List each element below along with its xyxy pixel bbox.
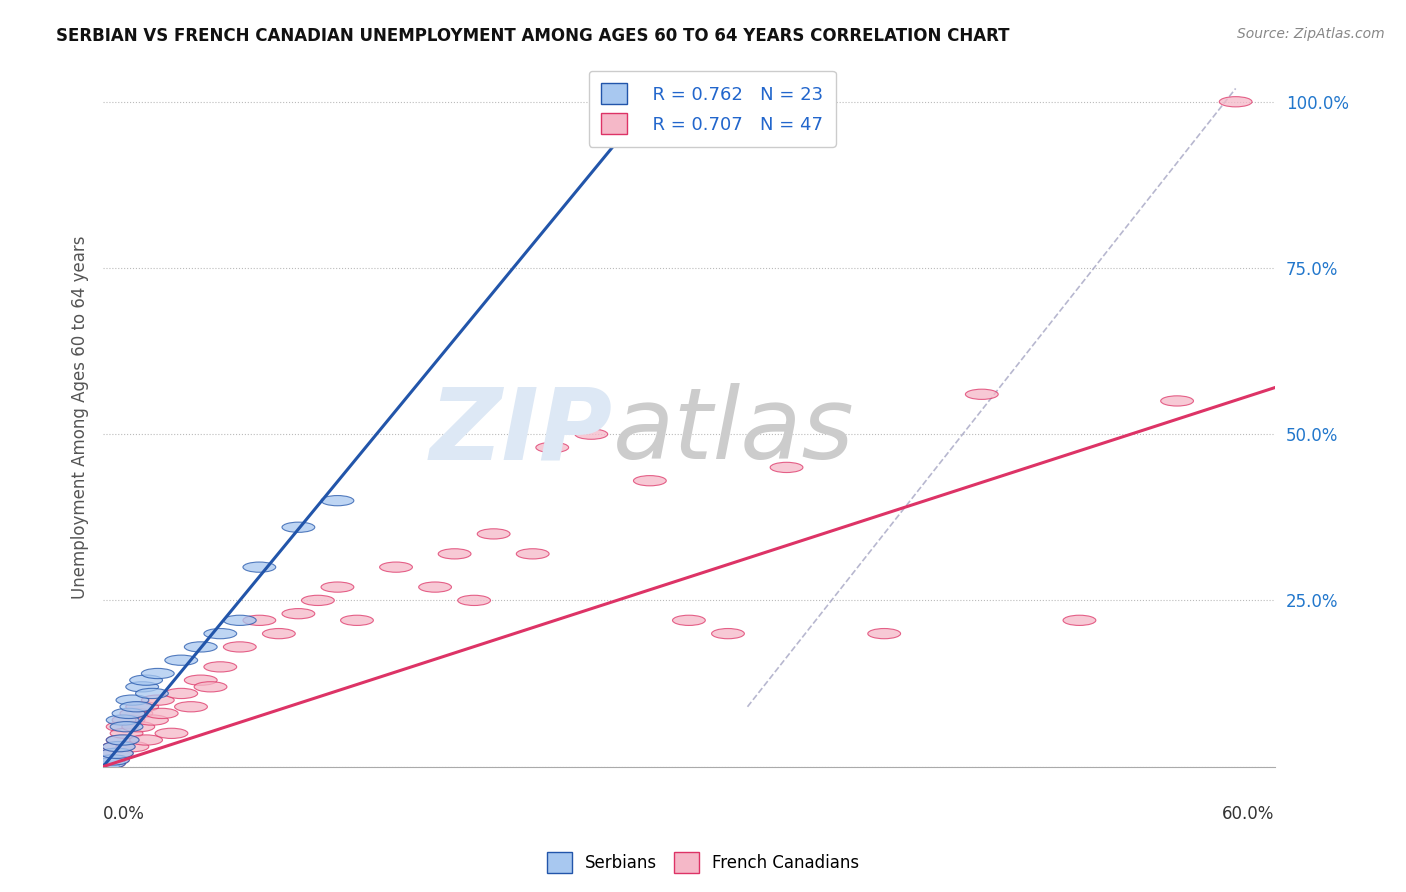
Ellipse shape xyxy=(536,442,568,452)
Ellipse shape xyxy=(321,582,354,592)
Ellipse shape xyxy=(142,695,174,706)
Ellipse shape xyxy=(97,755,129,765)
Ellipse shape xyxy=(194,681,226,692)
Ellipse shape xyxy=(184,675,217,685)
Ellipse shape xyxy=(120,702,153,712)
Ellipse shape xyxy=(129,675,163,685)
Ellipse shape xyxy=(87,762,120,772)
Legend: Serbians, French Canadians: Serbians, French Canadians xyxy=(540,846,866,880)
Ellipse shape xyxy=(204,629,236,639)
Ellipse shape xyxy=(122,722,155,731)
Ellipse shape xyxy=(243,615,276,625)
Ellipse shape xyxy=(868,629,901,639)
Ellipse shape xyxy=(634,475,666,486)
Ellipse shape xyxy=(283,522,315,533)
Ellipse shape xyxy=(93,758,125,768)
Ellipse shape xyxy=(107,722,139,731)
Ellipse shape xyxy=(575,429,607,439)
Ellipse shape xyxy=(135,689,169,698)
Ellipse shape xyxy=(107,714,139,725)
Ellipse shape xyxy=(634,96,666,107)
Text: 0.0%: 0.0% xyxy=(103,805,145,823)
Ellipse shape xyxy=(1219,96,1253,107)
Ellipse shape xyxy=(129,735,163,745)
Ellipse shape xyxy=(165,689,198,698)
Ellipse shape xyxy=(380,562,412,573)
Ellipse shape xyxy=(204,662,236,672)
Ellipse shape xyxy=(1161,396,1194,406)
Text: Source: ZipAtlas.com: Source: ZipAtlas.com xyxy=(1237,27,1385,41)
Text: SERBIAN VS FRENCH CANADIAN UNEMPLOYMENT AMONG AGES 60 TO 64 YEARS CORRELATION CH: SERBIAN VS FRENCH CANADIAN UNEMPLOYMENT … xyxy=(56,27,1010,45)
Ellipse shape xyxy=(419,582,451,592)
Ellipse shape xyxy=(100,748,134,758)
Ellipse shape xyxy=(117,695,149,706)
Ellipse shape xyxy=(125,681,159,692)
Ellipse shape xyxy=(103,741,135,752)
Ellipse shape xyxy=(516,549,550,559)
Ellipse shape xyxy=(110,728,143,739)
Ellipse shape xyxy=(97,755,129,765)
Ellipse shape xyxy=(340,615,374,625)
Ellipse shape xyxy=(117,741,149,752)
Ellipse shape xyxy=(155,728,188,739)
Ellipse shape xyxy=(770,462,803,473)
Ellipse shape xyxy=(87,762,120,772)
Ellipse shape xyxy=(283,608,315,619)
Ellipse shape xyxy=(107,735,139,745)
Ellipse shape xyxy=(711,629,744,639)
Ellipse shape xyxy=(966,389,998,400)
Text: ZIP: ZIP xyxy=(430,383,613,480)
Ellipse shape xyxy=(107,735,139,745)
Ellipse shape xyxy=(458,595,491,606)
Ellipse shape xyxy=(174,702,208,712)
Text: 60.0%: 60.0% xyxy=(1222,805,1275,823)
Ellipse shape xyxy=(165,655,198,665)
Ellipse shape xyxy=(93,758,125,768)
Ellipse shape xyxy=(1063,615,1095,625)
Ellipse shape xyxy=(243,562,276,573)
Ellipse shape xyxy=(135,714,169,725)
Ellipse shape xyxy=(184,642,217,652)
Ellipse shape xyxy=(142,668,174,679)
Text: atlas: atlas xyxy=(613,383,855,480)
Ellipse shape xyxy=(100,748,134,758)
Ellipse shape xyxy=(224,642,256,652)
Ellipse shape xyxy=(145,708,179,719)
Ellipse shape xyxy=(103,741,135,752)
Y-axis label: Unemployment Among Ages 60 to 64 years: Unemployment Among Ages 60 to 64 years xyxy=(72,235,89,599)
Ellipse shape xyxy=(112,708,145,719)
Ellipse shape xyxy=(120,708,153,719)
Ellipse shape xyxy=(263,629,295,639)
Legend:   R = 0.762   N = 23,   R = 0.707   N = 47: R = 0.762 N = 23, R = 0.707 N = 47 xyxy=(589,70,837,146)
Ellipse shape xyxy=(672,615,706,625)
Ellipse shape xyxy=(125,702,159,712)
Ellipse shape xyxy=(301,595,335,606)
Ellipse shape xyxy=(112,714,145,725)
Ellipse shape xyxy=(439,549,471,559)
Ellipse shape xyxy=(477,529,510,539)
Ellipse shape xyxy=(110,722,143,731)
Ellipse shape xyxy=(224,615,256,625)
Ellipse shape xyxy=(321,496,354,506)
